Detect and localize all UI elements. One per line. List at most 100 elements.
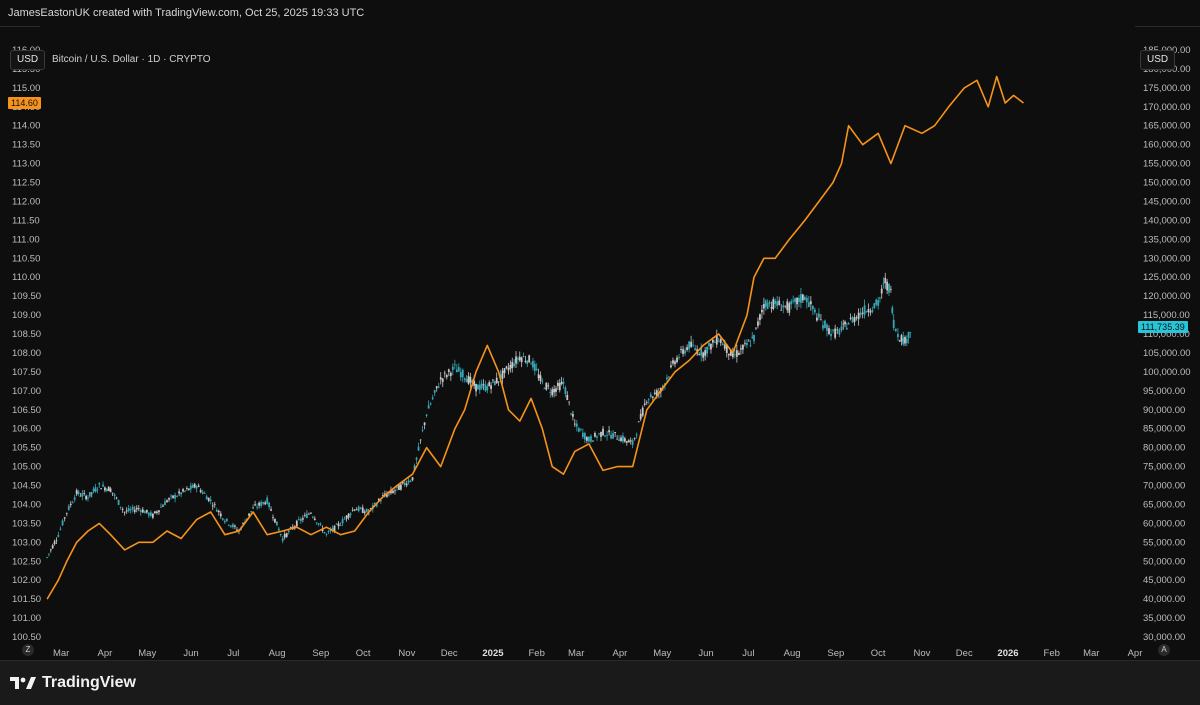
auto-scale-button[interactable]: A [1158,644,1170,656]
candle-body [361,507,364,513]
candle-body [105,488,108,491]
candle-body [417,446,420,451]
candle-body [867,308,870,312]
candle-body [889,288,892,290]
price-chart[interactable]: 116.00115.50115.00114.50114.00113.50113.… [0,26,1200,660]
x-axis-tick: Jul [227,648,239,659]
candle-body [401,482,404,484]
candle-body [539,375,542,382]
candle-body [606,435,608,437]
candle-body [73,497,76,500]
candle-body [590,436,592,442]
candle-body [178,491,180,494]
candle-body [465,379,468,383]
candle-body [252,507,254,509]
plot-background [40,26,1135,660]
candle-body [478,384,481,391]
candle-body [503,368,506,374]
left-price-tag: 114.60 [8,97,41,110]
candle-body [75,490,78,495]
left-axis-tick: 110.00 [12,272,40,283]
candle-body [863,305,866,315]
left-axis-tick: 102.50 [12,556,41,567]
candle-body [299,518,302,522]
candle-body [317,523,320,525]
right-axis-tick: 110,000.00 [1143,329,1190,340]
candle-body [104,487,106,491]
candle-body [248,513,250,516]
candle-body [65,512,68,514]
candle-body [61,520,64,526]
x-axis-tick: Oct [356,648,371,659]
x-axis-tick: Jun [183,648,198,659]
x-axis-tick: Feb [529,648,545,659]
candle-body [301,518,304,520]
symbol-legend[interactable]: Bitcoin / U.S. Dollar · 1D · CRYPTO [52,54,211,65]
brand-name: TradingView [42,674,136,691]
x-axis-tick: Mar [568,648,584,659]
candle-body [455,369,458,373]
candle-body [266,497,269,504]
candle-body [747,340,750,342]
candle-body [484,384,487,391]
candle-body [131,506,134,510]
candle-body [639,413,642,420]
candle-body [768,301,771,304]
candle-body [501,370,504,379]
left-currency-button[interactable]: USD [10,50,46,70]
tradingview-logo[interactable]: TradingView [10,674,136,692]
candle-body [172,495,174,498]
candle-body [443,372,446,374]
candle-body [373,502,376,505]
candle-body [497,381,500,383]
candle-body [551,389,554,396]
candle-body [451,366,454,370]
candle-body [433,390,436,393]
candle-body [886,281,889,291]
candle-body [692,344,695,346]
candle-body [800,294,802,303]
candle-body [830,334,832,337]
candle-body [553,388,556,393]
candle-body [419,439,422,441]
right-currency-button[interactable]: USD [1140,50,1176,70]
right-axis-tick: 65,000.00 [1143,499,1185,510]
candle-body [343,518,346,520]
candle-body [351,510,354,511]
zoom-out-button[interactable]: Z [22,644,34,656]
right-axis-tick: 140,000.00 [1143,215,1191,226]
candle-body [63,517,66,519]
candle-body [365,508,368,512]
candle-body [888,283,890,293]
candle-body [154,511,156,514]
candle-body [205,496,208,500]
x-axis-tick: Aug [269,648,286,659]
x-axis-tick: Sep [312,648,329,659]
x-axis-tick: Apr [1128,648,1143,659]
candle-body [215,509,218,512]
candle-body [635,434,638,436]
candle-body [796,297,798,305]
candle-body [688,341,690,349]
left-axis-tick: 108.50 [12,329,41,340]
candle-body [77,491,80,495]
x-axis-tick: Feb [1044,648,1060,659]
left-axis-tick: 102.00 [12,575,41,586]
candle-body [807,302,810,308]
candle-body [757,321,759,326]
candle-body [545,382,548,390]
candle-body [894,328,897,332]
candle-body [274,518,276,523]
chart-area[interactable]: 116.00115.50115.00114.50114.00113.50113.… [0,26,1200,660]
candle-body [115,497,118,499]
candle-body [55,540,58,542]
candle-body [289,527,292,529]
candle-body [355,509,358,511]
candle-body [733,354,736,356]
left-axis-tick: 109.00 [12,310,41,321]
candle-body [520,357,523,363]
candle-body [160,506,162,508]
candle-body [96,489,99,491]
candle-body [680,349,682,350]
candle-body [715,334,718,345]
